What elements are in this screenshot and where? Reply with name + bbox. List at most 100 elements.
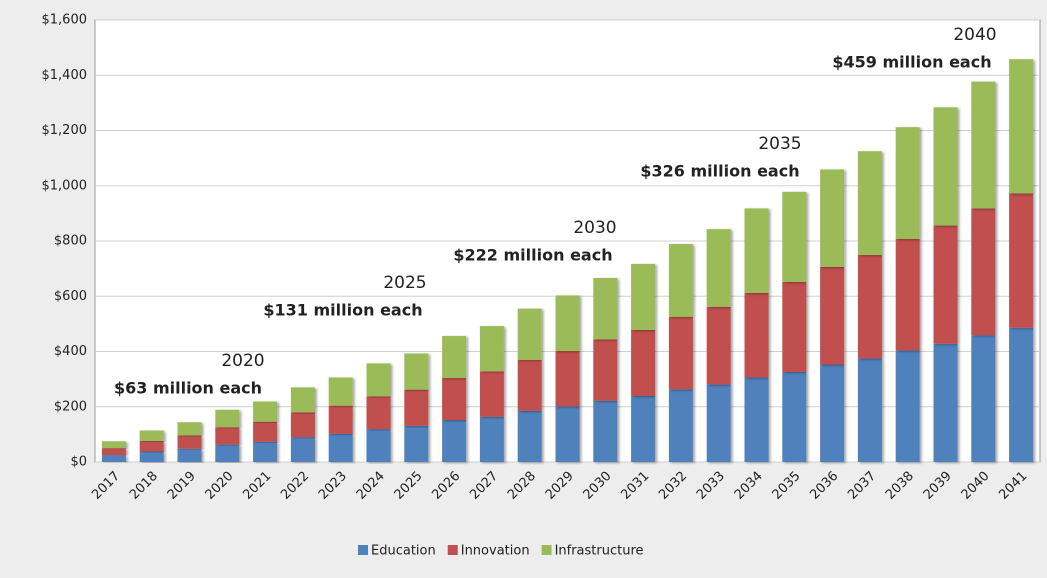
annotation-text: $326 million each [640,162,799,181]
bar-segment [290,387,315,413]
bar-segment [101,455,126,462]
bar-segment [366,363,391,397]
bar-segment [782,191,807,282]
x-tick-label: 2031 [618,469,652,503]
bar-segment [971,208,996,336]
x-tick-label: 2018 [127,469,161,503]
bar-segment [706,306,731,385]
y-tick-label: $200 [54,399,87,414]
x-tick-label: 2026 [429,469,463,503]
bar-segment [366,429,391,462]
legend-swatch [358,545,368,555]
bar-segment [290,412,315,438]
bar-segment [820,364,845,462]
y-tick-label: $400 [54,344,87,359]
bar-segment [933,343,958,462]
bar-segment [177,435,202,449]
x-tick-label: 2039 [921,469,955,503]
bar-segment [555,295,580,351]
bar-segment [744,377,769,462]
annotation-year: 2040 [953,25,996,45]
bar-segment [139,430,164,442]
bar-segment [253,421,278,442]
bar-segment [744,208,769,293]
bar-segment [253,441,278,462]
bar-segment [479,371,504,417]
bar-segment [895,238,920,351]
x-tick-label: 2025 [392,469,426,503]
bar-segment [101,441,126,449]
bar-segment [253,401,278,422]
bar-segment [517,359,542,411]
bar-segment [328,433,353,462]
bar-segment [442,420,467,462]
annotation-year: 2020 [221,351,264,371]
bar-segment [555,406,580,462]
bar-segment [631,395,656,462]
bar-segment [517,308,542,360]
x-tick-label: 2028 [505,469,539,503]
bar-segment [933,107,958,226]
x-tick-label: 2027 [467,469,501,503]
bar-segment [631,263,656,330]
bar-segment [895,350,920,462]
bar-segment [404,353,429,390]
x-tick-label: 2036 [807,469,841,503]
bar-segment [215,409,240,428]
y-tick-label: $1,400 [42,68,88,83]
bar-segment [139,451,164,462]
bar-segment [101,448,126,456]
x-tick-label: 2021 [240,469,274,503]
bar-segment [857,358,882,462]
annotation-year: 2025 [383,273,426,293]
bar-segment [177,448,202,462]
bar-segment [555,350,580,407]
annotation-text: $459 million each [832,53,991,72]
bar-segment [857,151,882,255]
bar-segment [706,229,731,307]
legend-label: Infrastructure [555,544,644,559]
x-tick-label: 2019 [165,469,199,503]
bar-segment [782,281,807,372]
x-tick-label: 2017 [89,469,123,503]
bar-segment [706,384,731,462]
bar-segment [668,244,693,317]
bar-segment [139,441,164,452]
bar-segment [404,425,429,462]
bar-segment [479,326,504,372]
x-tick-label: 2024 [354,469,388,503]
bar-segment [290,437,315,462]
x-tick-label: 2035 [770,469,804,503]
y-tick-label: $1,000 [42,178,88,193]
bar-segment [668,389,693,462]
x-tick-label: 2034 [732,469,766,503]
bar-segment [1009,193,1034,328]
y-tick-label: $1,600 [42,13,88,28]
bar-segment [215,427,240,445]
bar-segment [177,422,202,436]
legend-swatch [447,545,458,555]
bar-segment [215,444,240,462]
bar-segment [933,225,958,344]
x-tick-label: 2023 [316,469,350,503]
annotation-year: 2035 [758,134,801,154]
legend-swatch [541,545,552,555]
bar-segment [593,339,618,401]
x-tick-label: 2032 [656,469,690,503]
annotation-text: $131 million each [263,301,422,320]
bar-segment [895,127,920,239]
x-tick-label: 2033 [694,469,728,503]
bar-segment [820,169,845,267]
bar-segment [593,278,618,340]
bar-segment [820,266,845,365]
bar-segment [328,377,353,406]
bar-segment [328,405,353,434]
annotation-text: $222 million each [453,246,612,265]
legend-label: Innovation [461,544,530,559]
bar-segment [404,389,429,426]
bar-segment [631,329,656,396]
x-tick-label: 2040 [959,469,993,503]
legend-label: Education [371,544,436,559]
bar-segment [857,254,882,359]
